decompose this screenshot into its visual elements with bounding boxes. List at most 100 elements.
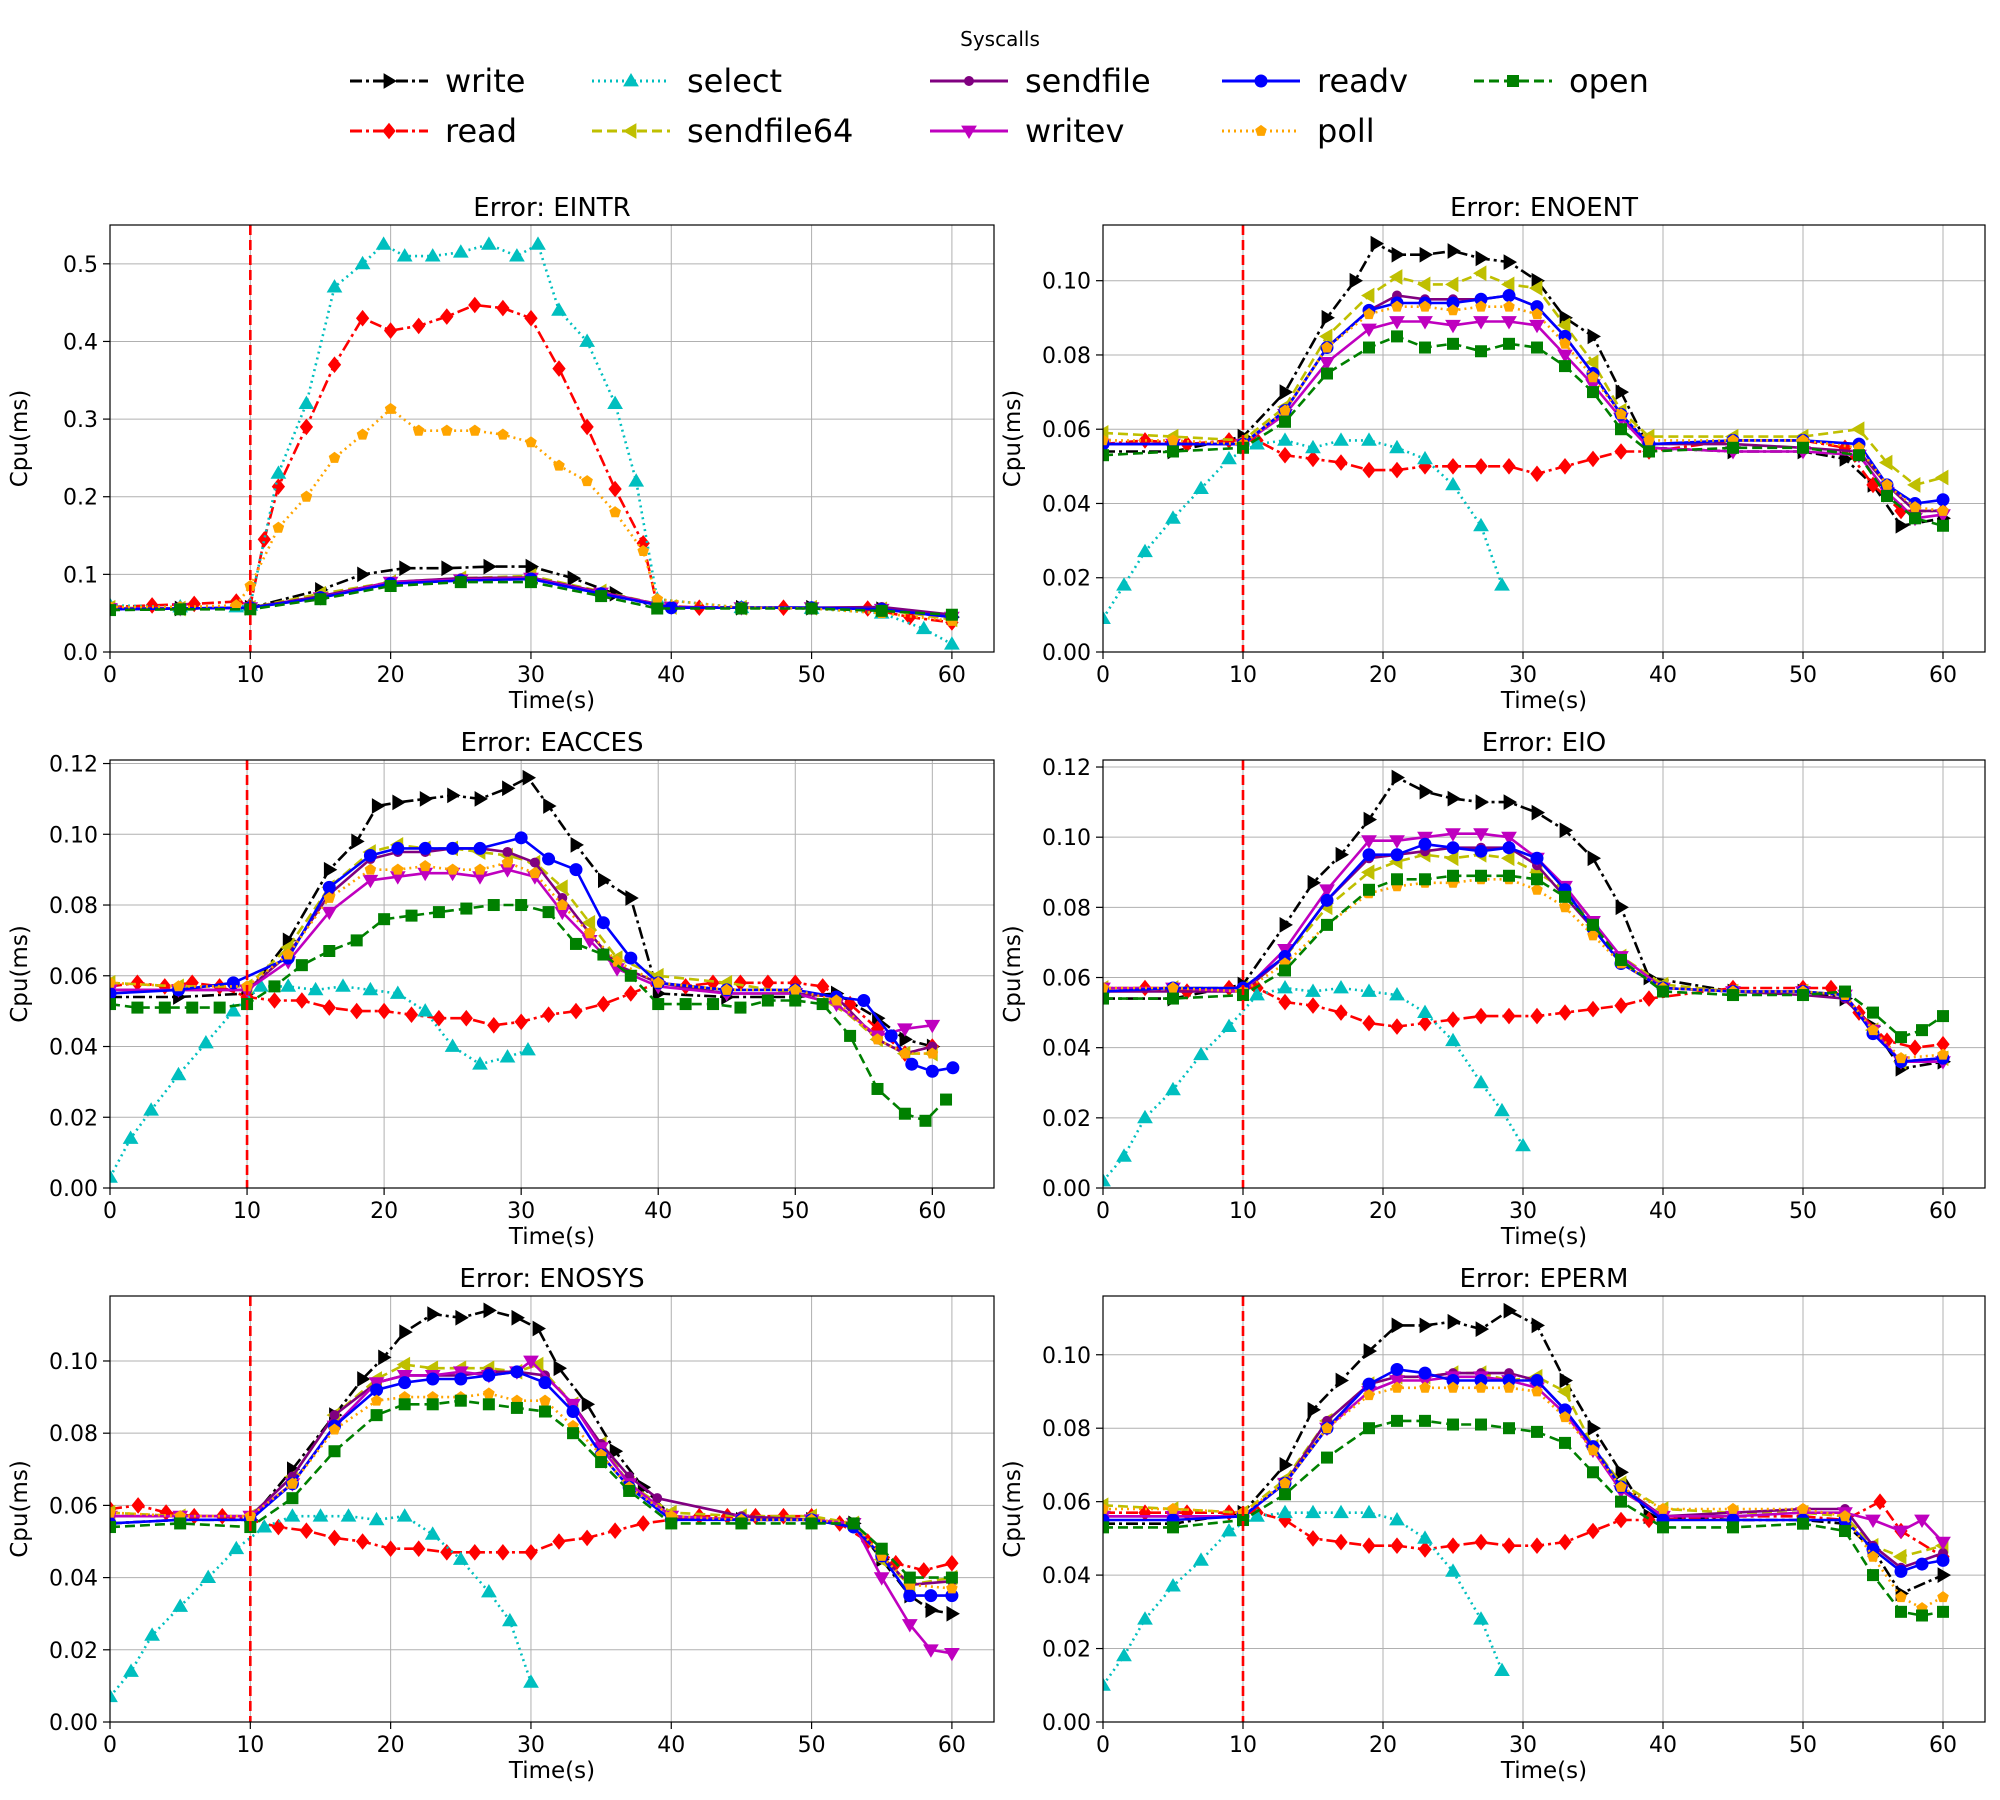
point-open (213, 1001, 226, 1014)
point-poll (282, 948, 294, 960)
point-select (481, 1584, 497, 1598)
point-open (131, 1001, 144, 1014)
point-readv (925, 1064, 939, 1078)
point-open (844, 1029, 857, 1042)
point-read (1530, 465, 1544, 483)
point-poll (356, 428, 369, 440)
point-poll (1279, 404, 1291, 416)
point-select (375, 236, 392, 250)
point-open (1447, 337, 1459, 350)
point-poll (272, 521, 285, 533)
point-select (520, 1042, 536, 1056)
point-open (679, 998, 692, 1011)
point-poll (609, 506, 621, 518)
point-readv (363, 849, 377, 863)
point-select (1249, 436, 1265, 450)
point-poll (871, 1033, 884, 1045)
point-write (1531, 804, 1545, 821)
point-poll (1475, 1381, 1487, 1393)
point-read (580, 418, 594, 436)
point-write (1419, 246, 1433, 263)
point-write (1335, 1372, 1349, 1389)
point-readv (946, 1061, 960, 1075)
point-write (511, 1309, 525, 1326)
series-write (1103, 235, 1951, 534)
point-write (357, 566, 371, 583)
x-tick-label: 0 (103, 1199, 117, 1224)
point-select (509, 248, 525, 262)
point-readv (482, 1368, 496, 1382)
point-write (925, 1602, 939, 1618)
point-open (1587, 1466, 1599, 1479)
point-read (1390, 1018, 1404, 1035)
point-open (432, 906, 445, 919)
point-writev (923, 1644, 939, 1658)
point-open (482, 1398, 495, 1411)
series-line-sendfile (1103, 1371, 1944, 1570)
point-poll (926, 1047, 939, 1059)
y-tick-label: 0.06 (49, 1494, 98, 1519)
point-select (1333, 1504, 1349, 1519)
point-open (110, 604, 116, 617)
point-write (1279, 917, 1293, 933)
point-open (1909, 512, 1921, 525)
legend-label-readv: readv (1317, 62, 1408, 100)
point-select (368, 1511, 385, 1526)
point-open (919, 1114, 932, 1127)
x-tick-label: 0 (1096, 1733, 1110, 1758)
point-select (170, 1066, 187, 1081)
point-open (1363, 341, 1375, 354)
point-poll (1363, 307, 1375, 320)
point-write (1587, 328, 1601, 345)
point-write (1363, 1343, 1377, 1359)
point-select (1417, 1530, 1433, 1544)
point-open (945, 1571, 958, 1584)
point-poll (1167, 1502, 1179, 1514)
point-poll (1727, 1502, 1739, 1514)
point-write (1349, 272, 1363, 289)
point-open (595, 590, 608, 603)
y-tick-label: 0.3 (63, 408, 98, 433)
legend-item-select: select (592, 62, 782, 100)
point-select (607, 395, 623, 409)
series-line-select (1103, 986, 1525, 1182)
point-select (200, 1569, 217, 1583)
point-open (110, 998, 116, 1011)
point-read (1614, 997, 1628, 1014)
point-open (1363, 1422, 1375, 1435)
plot-area (110, 225, 994, 652)
point-open (1391, 1414, 1403, 1427)
point-select (110, 1169, 118, 1183)
point-read (1558, 457, 1572, 475)
point-sendfile (529, 857, 540, 868)
point-select (143, 1102, 159, 1116)
point-open (1797, 1517, 1809, 1530)
point-select (354, 255, 371, 270)
point-sendfile64 (1907, 477, 1921, 493)
point-write (392, 794, 406, 811)
series-line-readv (1103, 294, 1944, 505)
legend-label-sendfile64: sendfile64 (687, 112, 853, 150)
point-writev (1529, 319, 1545, 334)
point-read (552, 1533, 566, 1550)
point-select (252, 978, 269, 992)
legend-item-sendfile64: sendfile64 (592, 112, 853, 150)
point-poll (789, 983, 802, 995)
y-axis-label: Cpu(ms) (7, 925, 33, 1023)
y-tick-label: 0.06 (49, 965, 98, 990)
point-read (1278, 446, 1292, 464)
point-read (1558, 1533, 1572, 1551)
legend-marker-readv (1254, 74, 1268, 88)
legend-item-open: open (1474, 62, 1649, 100)
point-read (1586, 1000, 1600, 1018)
point-poll (1419, 300, 1431, 312)
point-open (875, 604, 888, 617)
point-poll (830, 994, 843, 1006)
point-select (1361, 1504, 1377, 1519)
point-open (1657, 1521, 1669, 1534)
point-open (460, 902, 473, 915)
point-select (1249, 1508, 1265, 1522)
point-writev (1445, 828, 1461, 842)
legend-label-write: write (445, 62, 525, 100)
point-writev (1935, 1536, 1951, 1551)
